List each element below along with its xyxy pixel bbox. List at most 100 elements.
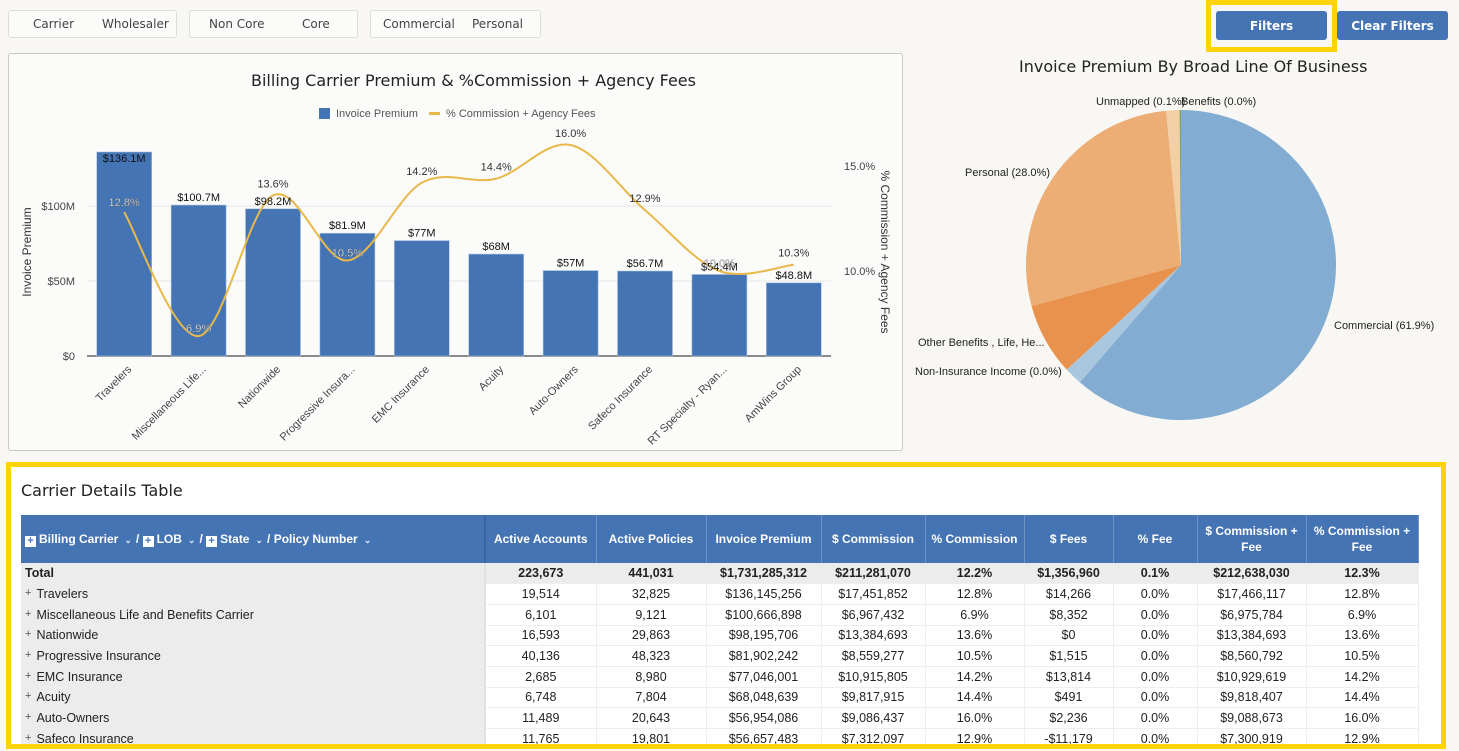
toggle-option-non-core[interactable]: Non Core — [209, 17, 265, 31]
legend-label-commission[interactable]: % Commission + Agency Fees — [446, 108, 596, 120]
bar-nationwide[interactable] — [245, 208, 301, 357]
pie-slice-other-benefits-life-he[interactable] — [1031, 265, 1181, 370]
chevron-down-icon[interactable]: ⌄ — [187, 534, 196, 545]
column-header-active-policies[interactable]: Active Policies — [596, 515, 707, 563]
cell-fee: 0.0% — [1113, 604, 1198, 626]
row-label: + Auto-Owners — [21, 707, 486, 729]
expand-row-icon[interactable]: + — [25, 711, 32, 724]
hierarchy-separator: / — [267, 531, 274, 546]
cell-fee: 0.0% — [1113, 728, 1198, 744]
cell-fees: $0 — [1024, 625, 1114, 647]
bar-auto-owners[interactable] — [542, 270, 599, 357]
column-header-fee[interactable]: % Fee — [1113, 515, 1198, 563]
expand-row-icon[interactable]: + — [25, 587, 32, 600]
table-row[interactable]: + EMC Insurance 2,685 8,980 $77,046,001 $10,9… — [21, 666, 1419, 688]
line-value-label: 10.0% — [704, 258, 735, 270]
pie-label-other-benefits-life-he: Other Benefits , Life, He... — [918, 337, 1045, 349]
expand-row-icon[interactable]: + — [25, 731, 32, 744]
cell-fee: 0.0% — [1113, 707, 1198, 729]
y-axis-right-title: % Commission + Agency Fees — [878, 170, 892, 333]
legend-label-invoice-premium[interactable]: Invoice Premium — [336, 108, 418, 120]
line-value-label: 12.9% — [629, 193, 660, 205]
bar-acuity[interactable] — [468, 253, 525, 357]
clear-filters-button[interactable]: Clear Filters — [1337, 11, 1448, 40]
y-axis-title: Invoice Premium — [20, 207, 34, 296]
y-right-tick-label: 10.0% — [844, 266, 875, 278]
column-header-commission-fee[interactable]: % Commission + Fee — [1306, 515, 1419, 563]
toggle-option-wholesaler[interactable]: Wholesaler — [102, 17, 169, 31]
expand-lob-icon[interactable]: + — [142, 535, 154, 547]
cell-commission-fee: $212,638,030 — [1197, 563, 1307, 585]
hierarchy-header: + Billing Carrier ⌄ / + LOB ⌄ / + State ⌄ / Polic… — [21, 515, 486, 563]
pie-slice-personal-28-0[interactable] — [1026, 110, 1181, 307]
expand-row-icon[interactable]: + — [25, 607, 32, 620]
table-row[interactable]: + Auto-Owners 11,489 20,643 $56,954,086 $9,08… — [21, 707, 1419, 729]
chevron-down-icon[interactable]: ⌄ — [255, 534, 264, 545]
x-tick-label: RT Specialty - Ryan... — [646, 364, 730, 448]
row-label-text: Acuity — [36, 690, 71, 705]
cell-commission: 13.6% — [925, 625, 1025, 647]
expand-state-icon[interactable]: + — [206, 535, 218, 547]
chevron-down-icon[interactable]: ⌄ — [363, 534, 372, 545]
cell-commission-fee: 12.8% — [1306, 583, 1419, 605]
hierarchy-level-state[interactable]: State — [220, 531, 250, 546]
cell-fee: 0.0% — [1113, 687, 1198, 709]
toggle-option-commercial[interactable]: Commercial — [383, 17, 455, 31]
cell-commission: 12.8% — [925, 583, 1025, 605]
column-header-commission[interactable]: $ Commission — [821, 515, 926, 563]
chevron-down-icon[interactable]: ⌄ — [124, 534, 132, 545]
table-row[interactable]: + Progressive Insurance 40,136 48,323 $81,90… — [21, 645, 1419, 667]
table-row[interactable]: + Nationwide 16,593 29,863 $98,195,706 $13,38… — [21, 625, 1419, 647]
legend-swatch-invoice-premium — [319, 108, 330, 119]
toggle-option-personal[interactable]: Personal — [472, 17, 524, 31]
column-header-fees[interactable]: $ Fees — [1024, 515, 1114, 563]
cell-invoice-premium: $1,731,285,312 — [706, 563, 822, 585]
bar-safeco-insurance[interactable] — [617, 270, 673, 357]
hierarchy-level-lob[interactable]: LOB — [156, 531, 182, 546]
hierarchy-level-billing-carrier[interactable]: Billing Carrier — [39, 531, 119, 546]
pie-slice-commercial-61-9[interactable] — [1079, 110, 1336, 420]
column-header-commission-fee[interactable]: $ Commission + Fee — [1197, 515, 1307, 563]
table-row[interactable]: + Safeco Insurance 11,765 19,801 $56,657,483… — [21, 728, 1419, 744]
cell-commission-fee: $8,560,792 — [1197, 645, 1307, 667]
line-value-label: 16.0% — [555, 128, 586, 140]
toggle-core: Non Core Core — [189, 10, 358, 38]
expand-billing-carrier-icon[interactable]: + — [25, 535, 36, 547]
bar-progressive-insura[interactable] — [319, 232, 376, 357]
cell-commission-fee: 12.3% — [1306, 563, 1419, 585]
expand-row-icon[interactable]: + — [25, 690, 32, 703]
table-row[interactable]: + Miscellaneous Life and Benefits Carrier… — [21, 604, 1419, 626]
commission-line[interactable] — [123, 143, 794, 338]
column-header-commission[interactable]: % Commission — [925, 515, 1025, 563]
filters-button[interactable]: Filters — [1216, 11, 1327, 40]
table-row[interactable]: + Acuity 6,748 7,804 $68,048,639 $9,817,915 14… — [21, 687, 1419, 709]
pie-slice-unmapped-0-1[interactable] — [1166, 110, 1181, 265]
x-tick-label: Safeco Insurance — [586, 364, 655, 433]
bar-amwins-group[interactable] — [765, 282, 822, 357]
expand-row-icon[interactable]: + — [25, 628, 32, 641]
bar-rt-specialty-ryan[interactable] — [691, 274, 748, 357]
hierarchy-level-policy-number[interactable]: Policy Number — [273, 531, 358, 546]
bar-value-label: $48.8M — [775, 270, 812, 282]
line-value-label: 13.6% — [257, 178, 288, 190]
cell-commission: 16.0% — [925, 707, 1025, 729]
legend: Invoice Premium % Commission + Agency Fe… — [319, 108, 596, 120]
bar-emc-insurance[interactable] — [393, 240, 450, 357]
bar-miscellaneous-life[interactable] — [170, 204, 227, 357]
column-header-active-accounts[interactable]: Active Accounts — [485, 515, 597, 563]
table-row[interactable]: + Travelers 19,514 32,825 $136,145,256 $17,45… — [21, 583, 1419, 605]
pie-slice-non-insurance-income-0-0[interactable] — [1066, 265, 1181, 383]
cell-active-policies: 29,863 — [596, 625, 707, 647]
column-header-invoice-premium[interactable]: Invoice Premium — [706, 515, 822, 563]
cell-active-policies: 48,323 — [596, 645, 707, 667]
cell-invoice-premium: $136,145,256 — [706, 583, 822, 605]
toggle-option-carrier[interactable]: Carrier — [33, 17, 75, 31]
toggle-option-core[interactable]: Core — [302, 17, 330, 31]
cell-active-accounts: 11,489 — [485, 707, 597, 729]
total-row[interactable]: Total 223,673 441,031 $1,731,285,312 $211,28… — [21, 563, 1419, 585]
cell-commission-fee: $7,300,919 — [1197, 728, 1307, 744]
expand-row-icon[interactable]: + — [25, 649, 32, 662]
row-label-text: Travelers — [36, 587, 89, 602]
cell-commission: 10.5% — [925, 645, 1025, 667]
expand-row-icon[interactable]: + — [25, 669, 32, 682]
